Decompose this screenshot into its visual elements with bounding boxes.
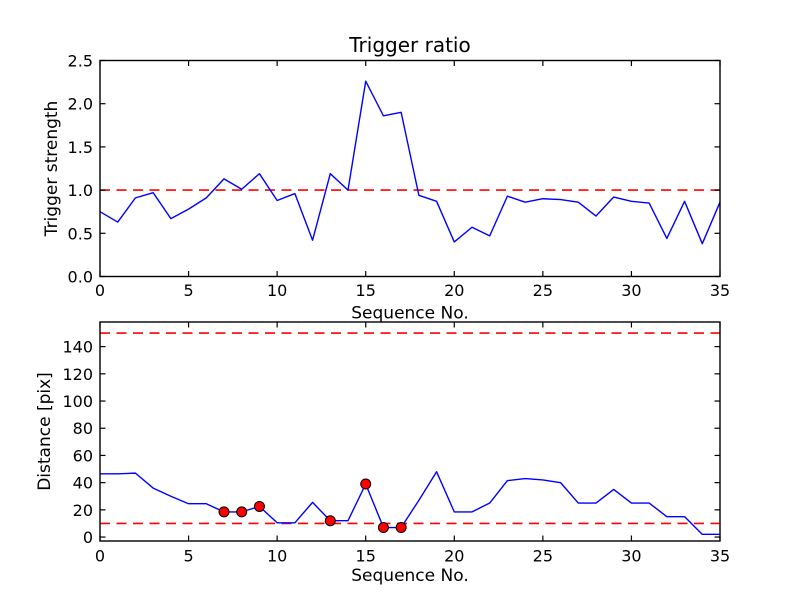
plot-layer-0: 0 5 10 15 20 25 30 35 0.0 0.5 1.0 1.5 2.0 2.5 [68,52,731,301]
y-tick-label: 120 [62,365,93,384]
x-tick-label: 25 [533,281,553,300]
event-marker [395,522,407,534]
x-tick-label: 30 [621,547,641,566]
y-tick-label: 0.5 [68,224,93,243]
bottom-y-axis-label: Distance [pix] [35,372,55,491]
y-tick-label: 80 [73,419,93,438]
y-tick-label: 0 [83,528,93,547]
y-tick-label: 2.0 [68,95,93,114]
axes-background [100,60,720,277]
y-tick-label: 0.0 [68,268,93,287]
x-tick-label: 30 [621,281,641,300]
axes-background [100,322,720,541]
y-tick-label: 100 [62,392,93,411]
top-x-axis-label: Sequence No. [351,304,468,324]
x-tick-label: 10 [267,281,287,300]
chart-title: Trigger ratio [348,33,470,57]
y-tick-label: 140 [62,338,93,357]
y-tick-label: 40 [73,474,93,493]
x-tick-label: 20 [444,281,464,300]
event-marker [377,522,389,534]
axes-frame [99,321,721,542]
event-marker [236,506,248,518]
y-tick-label: 60 [73,446,93,465]
y-tick-label: 1.5 [68,138,93,157]
y-tick-label: 2.5 [68,52,93,71]
x-tick-label: 10 [267,547,287,566]
x-tick-label: 15 [356,281,376,300]
event-marker [218,506,230,518]
x-tick-label: 35 [710,547,730,566]
plot-layer-1: 0 5 10 15 20 25 30 35 0 20 40 60 80 100 120 140 [62,321,730,566]
x-tick-label: 0 [95,281,105,300]
top-subplot: 0 5 10 15 20 25 30 35 0.0 0.5 1.0 1.5 2.0 2.5 Trigger… [42,33,730,324]
x-tick-label: 35 [710,281,730,300]
y-tick-label: 1.0 [68,181,93,200]
event-marker [324,515,336,527]
data-line-trigger-strength [99,80,721,245]
x-tick-label: 20 [444,547,464,566]
x-tick-label: 25 [533,547,553,566]
x-tick-label: 0 [95,547,105,566]
y-tick-label: 20 [73,501,93,520]
event-marker [360,478,372,490]
x-tick-label: 15 [356,547,376,566]
bottom-x-axis-label: Sequence No. [351,566,468,586]
event-marker [253,500,265,512]
axes-frame [99,59,721,278]
top-y-axis-label: Trigger strength [42,101,62,238]
x-tick-label: 5 [183,547,193,566]
bottom-subplot: 0 5 10 15 20 25 30 35 0 20 40 60 80 100 120 140 Distanc… [35,321,730,586]
x-tick-label: 5 [183,281,193,300]
data-line-distance [100,471,720,536]
